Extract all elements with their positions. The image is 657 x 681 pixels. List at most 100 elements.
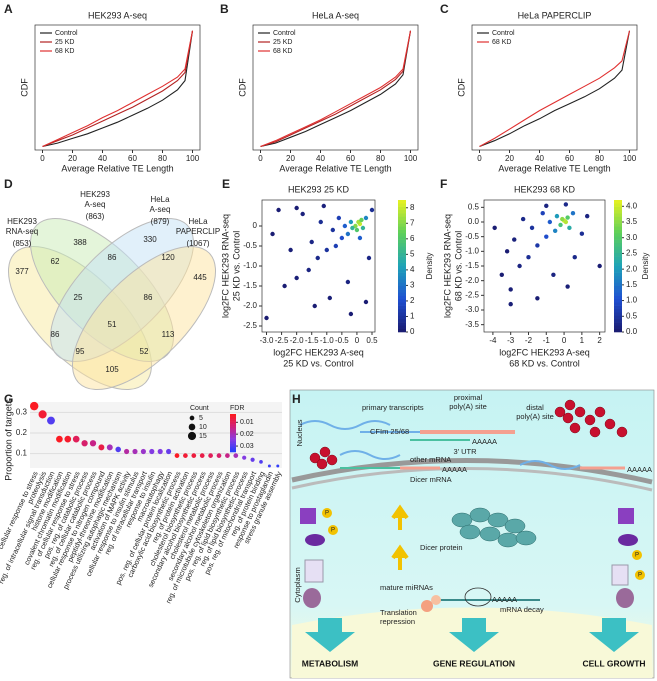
colorbar-label: 1 [410,312,415,321]
y-axis-label: 25 KD vs. Control [231,231,241,302]
set-count: (1067) [186,239,209,248]
y-tick-label: 0.0 [468,217,480,226]
point [517,263,522,269]
dot [233,453,239,458]
colorbar-label: 4 [410,265,415,274]
label: AAAAA [492,595,517,604]
point [544,203,549,209]
x-tick-label: 0 [40,154,45,163]
dot [174,453,180,458]
dot [191,453,197,458]
colorbar-cell [398,252,406,257]
dot [267,464,271,468]
dot [225,453,230,458]
dot [166,448,172,455]
y-tick-label: 0.3 [16,407,28,416]
y-tick-label: -1.5 [465,261,479,270]
dot [38,410,47,419]
y-tick-label: 0.2 [16,428,28,437]
point [348,219,354,225]
set-label: A-seq [85,200,106,209]
colorbar-cell [614,272,622,277]
colorbar-cell [230,415,236,417]
colorbar-cell [614,292,622,296]
y-tick-label: 0 [253,221,258,230]
colorbar-cell [398,292,406,296]
x-tick-label: -1 [543,336,551,345]
point [567,225,572,231]
label: AAAAA [442,465,467,474]
point [565,215,570,220]
colorbar-cell [398,305,406,310]
colorbar-label: 6 [410,234,415,243]
point [563,219,569,225]
colorbar-cell [398,256,406,260]
size-legend-label: 15 [199,433,207,440]
label: CFIm 25/68 [370,427,409,436]
colorbar-cell [614,203,622,207]
dot [250,457,255,462]
panel-label: F [440,177,447,191]
colorbar-label: 7 [410,218,415,227]
region-count: 377 [15,267,29,276]
colorbar-cell [230,420,236,422]
x-tick-label: 20 [68,154,77,163]
x-tick-label: 0 [477,154,482,163]
chart-title: HEK293 25 KD [288,184,350,194]
y-tick-label: -1.5 [243,281,257,290]
dot [56,435,63,443]
size-legend-dot [187,431,197,441]
y-axis-label: CDF [237,78,247,97]
transcript [299,420,391,430]
colorbar-cell [614,206,622,211]
x-tick-label: -2.5 [275,336,289,345]
colorbar-cell [398,203,406,207]
dot [115,446,121,453]
colorbar-cell [614,219,622,224]
point [363,215,369,221]
point [504,249,510,254]
point [508,301,513,307]
colorbar-cell [230,417,236,420]
colorbar-label: 0.0 [626,327,638,336]
y-axis-label: CDF [19,78,29,97]
y-tick-label: -2.0 [243,301,257,310]
series-line [42,30,194,147]
colorbar-cell [614,249,622,254]
y-axis-label: Proportion of targets [3,399,13,481]
ribosome [431,595,441,605]
label: primary transcripts [362,403,424,412]
colorbar-cell [230,441,236,444]
colorbar-cell [230,425,236,427]
point [357,235,363,241]
x-tick-label: 40 [98,154,107,163]
legend-label: Control [492,30,515,37]
label: AAAAA [472,437,497,446]
label: proximal [454,393,483,402]
colorbar-label: 2.5 [626,249,638,258]
colorbar-cell [398,239,406,244]
y-axis-label: 68 KD vs. Control [453,231,463,302]
region-count: 86 [108,253,117,262]
point [540,211,545,216]
colorbar-cell [230,436,236,439]
series-line [260,30,412,148]
region-count: 86 [51,330,60,339]
set-label: HeLa [188,217,208,226]
panel-label: D [4,177,13,191]
y-axis-label: log2FC HEK293 RNA-seq [442,214,452,318]
colorbar-cell [398,315,406,320]
colorbar-cell [614,282,622,287]
region-count: 330 [143,235,157,244]
point [333,243,339,249]
legend-label: 25 KD [55,39,74,46]
point [339,235,345,241]
point [294,205,299,211]
y-axis-label: CDF [456,78,466,97]
point [526,255,531,260]
nuclear-membrane [291,467,653,492]
colorbar-cell [614,246,622,250]
dot [216,453,222,458]
colorbar-cell [230,433,236,435]
dot [183,453,188,458]
